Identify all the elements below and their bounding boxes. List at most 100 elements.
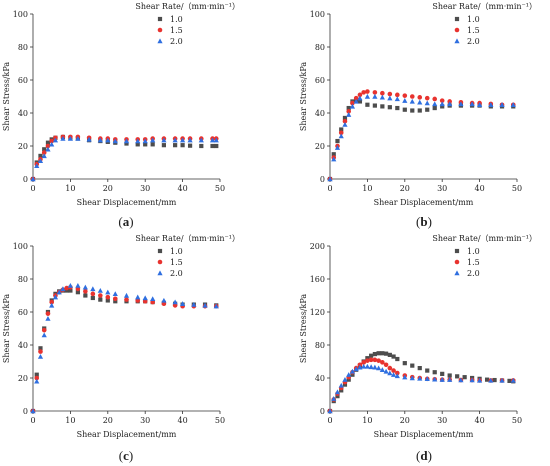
- data-point: [82, 284, 88, 290]
- series-1.5: [30, 284, 219, 414]
- data-point: [124, 141, 129, 146]
- x-tick-label: 10: [65, 416, 75, 425]
- data-point: [447, 101, 453, 107]
- data-point: [488, 377, 494, 383]
- data-point: [331, 156, 337, 162]
- legend-title: Shear Rate/（mm·min⁻¹）: [432, 2, 537, 11]
- x-tick-label: 30: [437, 184, 447, 193]
- data-point: [214, 143, 219, 149]
- data-point: [365, 89, 370, 94]
- x-tick-label: 30: [437, 416, 447, 425]
- legend-label: 1.5: [170, 26, 183, 35]
- data-point: [49, 138, 54, 144]
- data-point: [41, 327, 47, 333]
- y-axis-label: Shear Stress/kPa: [299, 294, 308, 364]
- data-point: [432, 101, 438, 107]
- legend-label: 2.0: [170, 269, 183, 278]
- data-point: [439, 377, 445, 382]
- y-axis-label: Shear Stress/kPa: [2, 294, 11, 364]
- data-point: [83, 293, 88, 298]
- data-point: [150, 142, 155, 147]
- data-point: [417, 95, 423, 100]
- data-point: [357, 95, 363, 101]
- data-point: [335, 394, 340, 399]
- y-axis-label: Shear Stress/kPa: [299, 62, 308, 132]
- data-point: [380, 90, 385, 96]
- data-point: [346, 377, 351, 382]
- chart-panel-a: 0 10 20 30 40 50 0 20 40 60 80 100 Shear Displacemen…: [2, 2, 240, 229]
- legend-label: 1.5: [170, 258, 183, 267]
- data-point: [417, 108, 422, 113]
- y-tick-label: 60: [18, 308, 28, 317]
- data-point: [342, 121, 348, 127]
- data-point: [390, 372, 397, 377]
- data-point: [112, 296, 118, 302]
- y-tick-label: 20: [18, 142, 28, 151]
- data-point: [52, 137, 59, 143]
- data-point: [180, 137, 186, 143]
- data-point: [34, 378, 40, 384]
- data-point: [369, 353, 374, 358]
- data-point: [105, 298, 110, 303]
- data-point: [45, 146, 51, 152]
- data-point: [394, 373, 400, 379]
- data-point: [64, 288, 69, 293]
- legend: Shear Rate/（mm·min⁻¹） 1.0 1.5 2.0: [432, 2, 537, 46]
- data-point: [432, 370, 437, 375]
- legend-marker: [454, 270, 460, 276]
- series-1.5: [327, 357, 516, 414]
- data-point: [510, 377, 516, 383]
- legend-label: 1.0: [170, 247, 183, 256]
- y-tick-label: 0: [320, 175, 325, 184]
- data-point: [338, 133, 344, 139]
- data-point: [135, 142, 140, 147]
- data-point: [161, 137, 167, 143]
- data-point: [402, 107, 407, 112]
- y-tick-label: 40: [18, 109, 28, 118]
- data-point: [142, 138, 148, 144]
- data-point: [380, 104, 385, 109]
- legend-label: 1.0: [467, 15, 480, 24]
- panel-label: (b): [416, 214, 432, 229]
- data-point: [462, 375, 467, 380]
- x-tick-label: 40: [178, 184, 188, 193]
- panel-label-letter: c: [123, 448, 129, 463]
- legend-label: 1.0: [467, 247, 480, 256]
- data-point: [395, 92, 400, 98]
- data-point: [380, 360, 385, 365]
- data-point: [187, 137, 193, 143]
- data-point: [440, 371, 445, 376]
- data-point: [339, 388, 344, 393]
- data-point: [353, 95, 359, 101]
- panel-label-close: ): [428, 214, 432, 229]
- data-point: [469, 377, 475, 383]
- legend-label: 2.0: [467, 37, 480, 46]
- y-tick-label: 0: [320, 407, 325, 416]
- data-point: [365, 102, 370, 107]
- y-tick-label: 80: [18, 275, 28, 284]
- x-axis-label: Shear Displacement/mm: [77, 430, 177, 439]
- data-point: [372, 351, 377, 357]
- data-point: [424, 95, 430, 101]
- data-point: [432, 105, 437, 111]
- data-point: [510, 102, 516, 107]
- legend: Shear Rate/（mm·min⁻¹） 1.0 1.5 2.0: [135, 234, 240, 278]
- data-point: [507, 378, 512, 383]
- data-point: [335, 138, 340, 144]
- series-2.0: [30, 135, 219, 182]
- data-point: [499, 377, 505, 383]
- panel-label-letter: b: [420, 214, 427, 229]
- x-tick-label: 30: [140, 184, 150, 193]
- legend-label: 1.0: [170, 15, 183, 24]
- data-point: [150, 296, 156, 302]
- data-point: [409, 98, 415, 104]
- data-point: [391, 368, 396, 373]
- chart-panel-c: 0 10 20 30 40 50 0 20 40 60 80 100 Shear Displacemen…: [2, 234, 240, 463]
- data-point: [484, 377, 490, 382]
- data-point: [123, 292, 130, 298]
- data-point: [172, 137, 178, 143]
- series-2.0: [327, 363, 516, 414]
- data-point: [34, 163, 40, 169]
- x-axis-label: Shear Displacement/mm: [374, 430, 474, 439]
- panel-label-open: (: [119, 448, 123, 463]
